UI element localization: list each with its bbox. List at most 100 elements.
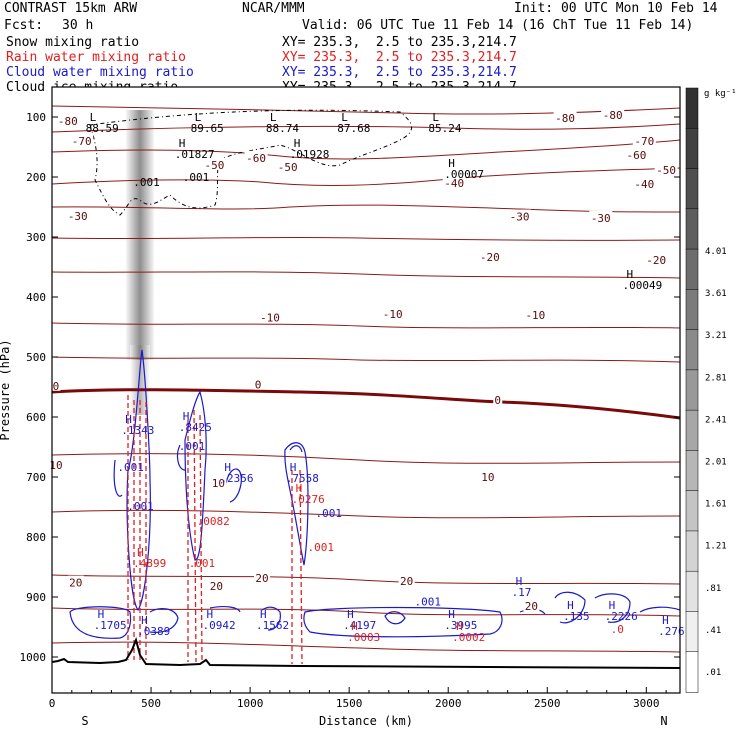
colorbar-unit: g kg⁻¹	[704, 89, 737, 99]
contour-value-label: .0	[611, 623, 624, 636]
isotherm-label: -30	[68, 210, 88, 223]
colorbar-segment	[685, 409, 699, 452]
extremum-value: .4197	[343, 619, 376, 632]
isotherm-label: 20	[210, 580, 223, 593]
y-tick-label: 1000	[20, 651, 47, 664]
isotherm-label-bg	[624, 147, 648, 160]
colorbar-label: 3.61	[705, 289, 727, 299]
colorbar-label: 1.61	[705, 500, 727, 510]
colorbar-segment	[685, 208, 699, 250]
isotherm-label-bg	[479, 470, 496, 482]
isotherm-line	[52, 607, 680, 617]
isotherm-label: -30	[591, 212, 611, 225]
extrema-markers: L88.59L89.65L88.74L87.68L85.24H.01827H.0…	[86, 111, 685, 644]
extremum-value: .0002	[452, 631, 485, 644]
isotherm-label: -10	[383, 308, 403, 321]
colorbar-label: 2.01	[705, 457, 727, 467]
isotherm-line	[52, 139, 680, 160]
isotherm-label-bg	[589, 210, 613, 223]
extremum-value: 89.65	[191, 122, 224, 135]
colorbar-segment	[685, 369, 699, 411]
y-tick-label: 200	[26, 171, 46, 184]
colorbar-segment	[685, 87, 699, 130]
extremum-value: .1705	[94, 619, 127, 632]
isotherm-label-bg	[523, 308, 547, 320]
extremum-value: .3995	[444, 619, 477, 632]
isotherm-label: -40	[634, 178, 654, 191]
init-time: Init: 00 UTC Mon 10 Feb 14	[514, 1, 718, 16]
isotherm-label-bg	[210, 476, 227, 488]
isotherm-label-bg	[442, 176, 466, 188]
isotherm-label-bg	[253, 570, 270, 583]
isotherm-label-bg	[478, 249, 502, 262]
freezing-level-isotherm	[52, 388, 680, 420]
colorbar-label: 1.21	[705, 542, 727, 552]
cloud-water-contour	[639, 606, 680, 613]
extremum-marker: H	[179, 137, 186, 150]
colorbar-segment	[685, 611, 699, 653]
y-tick-label: 400	[26, 291, 46, 304]
colorbar-segment	[685, 329, 699, 371]
plot-frame	[51, 86, 681, 694]
isotherm-line	[52, 641, 680, 653]
isotherm-label-bg	[70, 134, 94, 146]
cloud-water-contour	[261, 606, 281, 631]
forecast-hour: 30 h	[62, 18, 94, 33]
extremum-value: .1343	[121, 424, 154, 437]
colorbar-segment	[685, 530, 699, 572]
isotherm-line	[52, 322, 680, 329]
isotherm-label: -30	[510, 211, 530, 224]
isotherm-label-bg	[398, 573, 415, 586]
contour-value-label: .0082	[197, 515, 230, 528]
rain-water-contour	[193, 409, 197, 663]
extremum-marker: H	[183, 410, 190, 423]
extremum-marker: H	[351, 620, 358, 633]
x-tick-label: 2000	[435, 697, 462, 710]
cloud-water-contour	[69, 606, 132, 639]
cloud-water-contour	[209, 606, 241, 613]
colorbar-label: 2.81	[705, 373, 727, 383]
extremum-marker: L	[270, 111, 277, 124]
extremum-value: .0389	[137, 625, 170, 638]
isotherm-label: -50	[205, 159, 225, 172]
contour-value-label: .001	[179, 440, 206, 453]
x-tick-label: 0	[49, 697, 56, 710]
cloud-ice-column-lower	[130, 345, 150, 415]
extremum-marker: L	[195, 111, 202, 124]
x-tick-label: 500	[141, 697, 161, 710]
isotherm-label: -50	[278, 161, 298, 174]
isotherm-line	[52, 236, 680, 241]
valid-time: Valid: 06 UTC Tue 11 Feb 14 (16 ChT Tue …	[302, 18, 694, 33]
extremum-value: 85.24	[428, 122, 461, 135]
isotherm-label: -10	[260, 311, 280, 324]
extremum-value: .8425	[179, 421, 212, 434]
contour-value-label: .001	[415, 595, 442, 608]
extremum-value: .2356	[220, 472, 253, 485]
extremum-marker: H	[347, 608, 354, 621]
isotherm-label-bg	[523, 599, 540, 611]
temperature-contours	[52, 105, 680, 653]
isotherm-label: -20	[480, 251, 500, 264]
x-tick-label: 1500	[336, 697, 363, 710]
field-name-rain: Rain water mixing ratio	[6, 50, 187, 65]
extremum-marker: H	[294, 137, 301, 150]
x-tick-label: 2500	[534, 697, 561, 710]
isotherm-label: 10	[481, 471, 494, 484]
isotherm-label: 20	[400, 575, 413, 588]
isotherm-label: 20	[525, 600, 538, 613]
extremum-marker: H	[290, 461, 297, 474]
terrain-line	[51, 636, 681, 669]
extremum-marker: H	[456, 620, 463, 633]
extremum-value: .0276	[292, 493, 325, 506]
extremum-value: .276	[658, 625, 685, 638]
isotherm-label: 10	[49, 459, 62, 472]
y-tick-label: 900	[26, 591, 46, 604]
extremum-value: .135	[563, 610, 590, 623]
extremum-marker: H	[137, 546, 144, 559]
colorbar-label: .01	[705, 668, 721, 678]
extremum-marker: H	[662, 614, 669, 627]
extremum-value: .1562	[256, 619, 289, 632]
colorbar-label: 3.21	[705, 331, 727, 341]
